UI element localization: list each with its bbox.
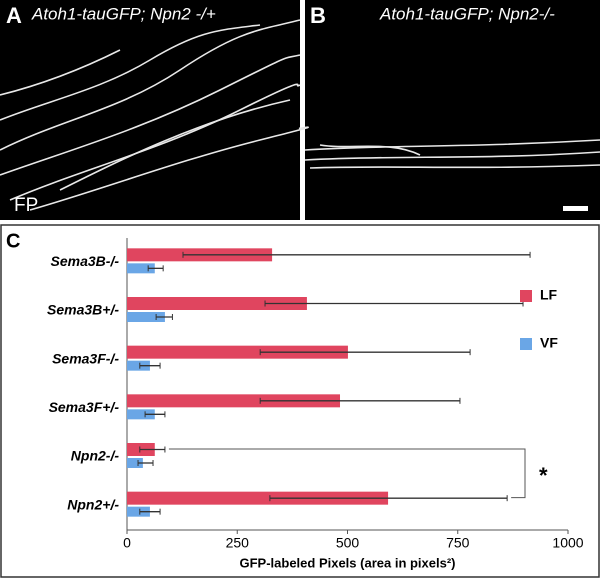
x-tick-label: 250 — [226, 535, 250, 551]
x-tick-label: 500 — [336, 535, 360, 551]
legend-label: VF — [540, 335, 558, 351]
bar — [127, 263, 155, 274]
significance-bracket — [168, 448, 526, 499]
micrograph-a — [0, 0, 300, 220]
panel-letter: A — [6, 3, 22, 28]
bar — [127, 409, 155, 420]
bar — [127, 312, 165, 322]
panel-letter: C — [6, 230, 20, 252]
bar — [127, 394, 341, 408]
category-label: Sema3B+/- — [47, 302, 119, 318]
x-tick-label: 1000 — [552, 535, 583, 551]
fibers-a — [0, 19, 309, 211]
legend-swatch — [520, 290, 532, 302]
category-label: Npn2+/- — [67, 496, 119, 512]
category-label: Sema3F-/- — [52, 350, 119, 366]
category-label: Npn2-/- — [71, 448, 120, 464]
fibers-b — [304, 139, 600, 169]
x-tick-label: 0 — [123, 535, 131, 551]
x-axis-title: GFP-labeled Pixels (area in pixels²) — [239, 555, 455, 570]
significance-label: * — [539, 463, 548, 488]
plot: 0 250 500 750 1000 GFP-labeled Pixels (area i… — [47, 238, 584, 570]
panel-label: Atoh1-tauGFP; Npn2-/- — [379, 4, 555, 23]
panel-label: Atoh1-tauGFP; Npn2 -/+ — [31, 4, 216, 23]
panel-letter: B — [310, 3, 326, 28]
bar — [127, 491, 389, 505]
legend-swatch — [520, 338, 532, 350]
bar — [127, 360, 150, 371]
scale-bar — [563, 206, 588, 211]
bar — [127, 506, 150, 517]
region-label: FP — [14, 195, 38, 216]
category-label: Sema3B-/- — [51, 253, 120, 269]
legend-label: LF — [540, 287, 558, 303]
bar — [127, 297, 307, 310]
bar — [127, 345, 348, 359]
bar — [127, 458, 143, 468]
x-tick-label: 750 — [446, 535, 470, 551]
category-label: Sema3F+/- — [49, 399, 120, 415]
micrograph-b — [305, 0, 600, 220]
